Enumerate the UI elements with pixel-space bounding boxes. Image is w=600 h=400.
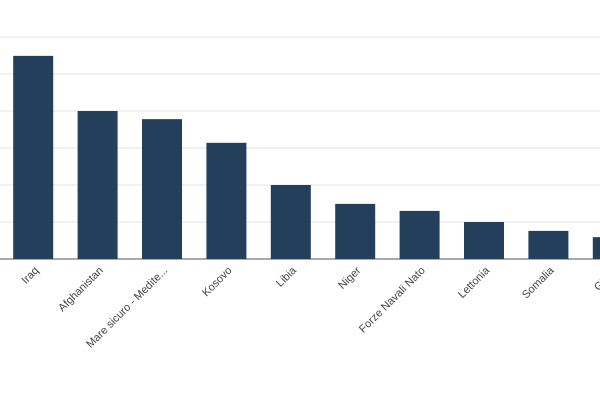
x-tick-label: Kosovo [200,265,234,299]
x-tick-label: Somalia [520,264,557,301]
bar [206,142,247,259]
bar [592,237,600,259]
bar [142,119,182,259]
bar [335,203,376,259]
bar [270,185,311,259]
x-tick-label: Lettonia [456,264,493,301]
bar [77,111,118,259]
x-tick-label: Gibuti [592,265,600,294]
x-tick-label: Afghanistan [56,265,106,315]
bar [528,230,569,259]
x-tick-label: Niger [336,264,363,291]
bar [399,210,440,259]
x-tick-label: Iraq [19,265,41,287]
bar [13,55,54,260]
x-tick-label: Libia [274,264,300,290]
x-tick-label: Forze Navali Nato [357,265,428,336]
bar [464,222,504,259]
